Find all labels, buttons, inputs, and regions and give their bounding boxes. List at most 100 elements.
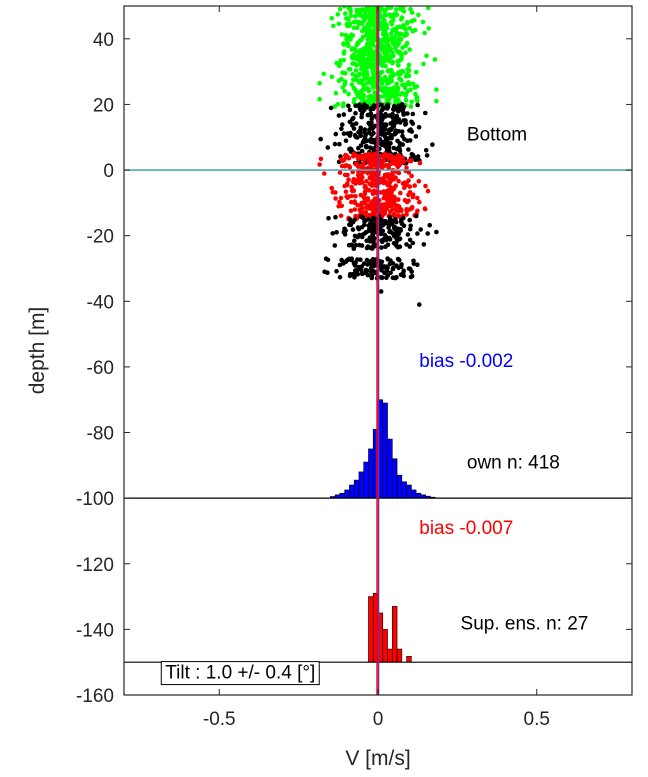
scatter-point (348, 208, 354, 214)
scatter-point (407, 237, 413, 243)
scatter-point (407, 226, 413, 232)
scatter-point (363, 65, 368, 70)
scatter-point (353, 68, 359, 73)
scatter-point (405, 232, 411, 237)
histogram-bar (382, 402, 388, 499)
scatter-point (337, 6, 343, 12)
histogram-bar (382, 629, 388, 663)
scatter-point (318, 136, 324, 142)
scatter-point (345, 34, 351, 40)
scatter-point (367, 31, 373, 36)
scatter-point (378, 111, 384, 117)
scatter-point (353, 121, 359, 126)
scatter-point (390, 59, 396, 65)
scatter-point (372, 137, 377, 143)
scatter-point (393, 275, 398, 281)
scatter-point (342, 157, 347, 163)
scatter-point (392, 202, 397, 207)
axis-ticks: 40 20 0 -20 -40 -60 -80 -100 -120 -140 -160 -0.5 0 0.… (76, 6, 632, 730)
scatter-point (346, 103, 351, 109)
scatter-point (359, 243, 365, 248)
scatter-point (399, 129, 405, 134)
scatter-point (341, 131, 347, 136)
scatter-point (384, 234, 389, 240)
scatter-point (367, 204, 372, 209)
scatter-point (346, 91, 352, 97)
scatter-point (341, 112, 347, 117)
scatter-point (384, 81, 390, 86)
y-axis-label: depth [m] (26, 307, 49, 395)
scatter-point (337, 274, 343, 280)
scatter-point (389, 21, 395, 27)
scatter-point (350, 227, 356, 232)
scatter-point (379, 275, 385, 281)
scatter-point (396, 153, 402, 158)
scatter-point (399, 77, 404, 83)
scatter-point (340, 122, 345, 127)
histogram-bar (396, 648, 403, 663)
scatter-point (378, 289, 384, 294)
scatter-point (359, 225, 365, 230)
scatter-point (396, 63, 401, 68)
scatter-point (401, 9, 407, 14)
scatter-point (410, 29, 416, 34)
scatter-point (423, 183, 428, 189)
scatter-point (395, 256, 401, 262)
scatter-point (425, 231, 431, 236)
scatter-point (367, 261, 373, 267)
scatter-point (341, 229, 347, 235)
scatter-point (370, 174, 376, 179)
scatter-point (388, 141, 393, 146)
scatter-point (379, 245, 384, 250)
scatter-point (338, 58, 343, 63)
y-tick-label: 40 (93, 30, 114, 51)
scatter-point (351, 20, 357, 25)
scatter-point (339, 126, 344, 132)
scatter-point (404, 40, 410, 46)
scatter-point (389, 53, 394, 59)
scatter-point (358, 257, 363, 263)
scatter-point (392, 45, 398, 51)
scatter-point (339, 76, 344, 82)
scatter-point (399, 55, 404, 61)
scatter-point (415, 154, 421, 159)
scatter-point (418, 227, 424, 232)
histogram-bar (368, 448, 374, 499)
scatter-point (394, 7, 399, 12)
scatter-point (330, 189, 336, 195)
scatter-point (368, 107, 374, 112)
scatter-point (365, 37, 371, 42)
histogram-bar (387, 648, 393, 663)
scatter-point (396, 40, 402, 46)
scatter-point (387, 86, 393, 92)
scatter-point (366, 120, 372, 126)
scatter-point (399, 262, 404, 267)
scatter-point (385, 102, 391, 107)
scatter-point (400, 45, 405, 50)
scatter-point (354, 25, 360, 31)
x-tick-label: -0.5 (203, 709, 236, 730)
histogram-bar (391, 458, 398, 499)
scatter-point (421, 61, 426, 67)
scatter-point (341, 41, 346, 46)
scatter-point (332, 104, 338, 109)
scatter-point (359, 80, 365, 86)
scatter-point (378, 56, 383, 61)
scatter-point (345, 154, 350, 160)
scatter-point (328, 105, 334, 111)
scatter-point (408, 104, 414, 109)
scatter-point (355, 172, 361, 178)
scatter-point (396, 157, 401, 162)
reference-lines (124, 6, 632, 695)
scatter-point (434, 87, 439, 92)
scatter-point (358, 107, 363, 113)
scatter-point (331, 23, 336, 29)
scatter-point (411, 261, 417, 267)
scatter-point (350, 53, 356, 58)
scatter-point (322, 171, 327, 176)
scatter-point (391, 123, 397, 129)
scatter-point (400, 106, 406, 112)
scatter-point (364, 238, 370, 243)
scatter-point (330, 231, 336, 236)
scatter-point (406, 266, 412, 271)
